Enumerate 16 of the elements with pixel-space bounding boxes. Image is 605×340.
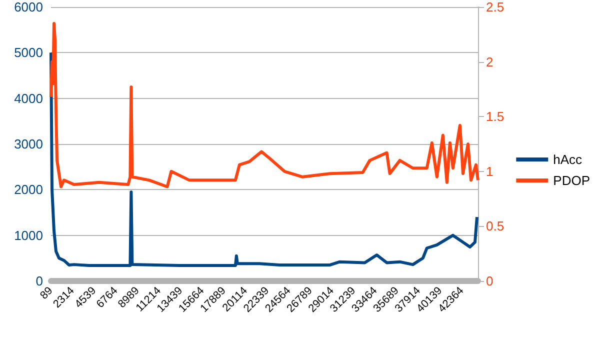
y2-tick-label: 0.5 — [486, 218, 504, 234]
y2-tick-label: 1 — [486, 164, 494, 179]
y2-tick-label: 2 — [486, 54, 494, 70]
y2-tick-label: 1.5 — [486, 109, 504, 124]
y-tick-label: 6000 — [14, 0, 43, 14]
line-series — [50, 51, 478, 267]
y-tick-label: 4000 — [14, 90, 43, 106]
y2-tick-label: 0 — [486, 274, 494, 288]
line-series — [50, 22, 480, 188]
y-tick-label: 3000 — [14, 136, 43, 152]
legend-label: PDOP — [553, 173, 590, 188]
y-tick-label: 5000 — [14, 45, 43, 60]
legend-label: hAcc — [553, 152, 583, 167]
y-tick-label: 2000 — [14, 182, 43, 198]
y2-tick-label: 2.5 — [486, 0, 504, 14]
y-tick-label: 1000 — [14, 228, 43, 243]
